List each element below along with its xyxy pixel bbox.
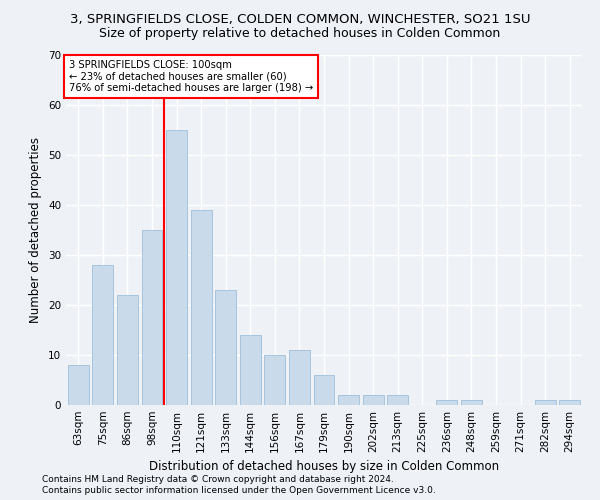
Text: Contains public sector information licensed under the Open Government Licence v3: Contains public sector information licen…: [42, 486, 436, 495]
Bar: [92, 265, 113, 405]
Bar: [265, 355, 286, 405]
Bar: [314, 375, 334, 405]
Bar: [240, 335, 261, 405]
Bar: [117, 295, 138, 405]
Bar: [338, 395, 359, 405]
Text: Size of property relative to detached houses in Colden Common: Size of property relative to detached ho…: [100, 28, 500, 40]
Bar: [436, 400, 457, 405]
Bar: [559, 400, 580, 405]
Text: 3 SPRINGFIELDS CLOSE: 100sqm
← 23% of detached houses are smaller (60)
76% of se: 3 SPRINGFIELDS CLOSE: 100sqm ← 23% of de…: [68, 60, 313, 94]
Bar: [215, 290, 236, 405]
X-axis label: Distribution of detached houses by size in Colden Common: Distribution of detached houses by size …: [149, 460, 499, 473]
Bar: [289, 350, 310, 405]
Bar: [166, 130, 187, 405]
Text: 3, SPRINGFIELDS CLOSE, COLDEN COMMON, WINCHESTER, SO21 1SU: 3, SPRINGFIELDS CLOSE, COLDEN COMMON, WI…: [70, 12, 530, 26]
Bar: [142, 230, 163, 405]
Bar: [191, 210, 212, 405]
Y-axis label: Number of detached properties: Number of detached properties: [29, 137, 43, 323]
Bar: [387, 395, 408, 405]
Bar: [461, 400, 482, 405]
Bar: [362, 395, 383, 405]
Bar: [68, 365, 89, 405]
Text: Contains HM Land Registry data © Crown copyright and database right 2024.: Contains HM Land Registry data © Crown c…: [42, 475, 394, 484]
Bar: [535, 400, 556, 405]
